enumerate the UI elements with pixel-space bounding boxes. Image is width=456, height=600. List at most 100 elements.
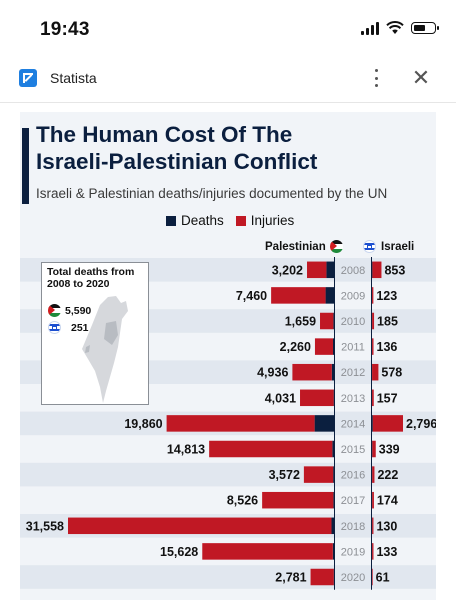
statista-logo-icon — [19, 69, 37, 87]
palestinian-injuries-bar — [209, 440, 333, 458]
palestinian-total-label: 4,031 — [265, 391, 296, 405]
palestinian-injuries-bar — [314, 338, 333, 355]
israeli-injuries-bar — [372, 568, 373, 586]
palestinian-total-label: 3,202 — [272, 263, 303, 277]
israeli-total-label: 185 — [377, 315, 398, 329]
year-label: 2011 — [341, 342, 365, 354]
infographic-subtitle: Israeli & Palestinian deaths/injuries do… — [36, 186, 388, 201]
palestinian-deaths-bar — [332, 440, 334, 458]
legend-deaths-label: Deaths — [181, 213, 224, 228]
israeli-injuries-bar — [372, 338, 374, 355]
israeli-injuries-bar — [372, 389, 374, 407]
year-label: 2010 — [341, 316, 365, 328]
palestinian-column-header: Palestinian — [265, 240, 343, 253]
total-deaths-inset: Total deaths from 2008 to 2020 5,590 251 — [41, 262, 149, 405]
year-label: 2013 — [341, 393, 365, 405]
palestinian-injuries-bar — [262, 491, 334, 509]
palestinian-injuries-bar — [303, 466, 334, 483]
palestinian-total-label: 8,526 — [227, 494, 258, 508]
palestinian-injuries-bar — [307, 261, 327, 279]
row-band — [20, 565, 436, 589]
israeli-total-label: 222 — [377, 468, 398, 482]
palestinian-total-label: 4,936 — [257, 366, 288, 380]
year-label: 2012 — [341, 367, 365, 379]
palestinian-deaths-bar — [331, 517, 334, 535]
israel-palestine-map-icon — [82, 296, 128, 403]
palestinian-header-label: Palestinian — [265, 240, 326, 253]
battery-icon — [411, 22, 439, 34]
palestinian-total-label: 19,860 — [124, 417, 162, 431]
israeli-total-label: 157 — [377, 391, 398, 405]
israeli-total-label: 130 — [376, 519, 397, 533]
palestinian-deaths-bar — [314, 415, 334, 432]
palestinian-deaths-bar — [331, 363, 334, 381]
palestinian-total-label: 3,572 — [269, 468, 300, 482]
more-options-button[interactable] — [366, 66, 386, 90]
inset-palestinian-value: 5,590 — [65, 304, 92, 317]
israeli-header-label: Israeli — [381, 240, 415, 253]
legend-injuries: Injuries — [235, 213, 295, 228]
israeli-total-label: 853 — [384, 263, 405, 277]
israeli-injuries-bar — [372, 415, 403, 432]
status-bar: 19:43 — [0, 0, 456, 56]
palestine-flag-icon — [329, 240, 343, 253]
palestinian-deaths-bar — [326, 261, 334, 279]
legend-injuries-label: Injuries — [250, 213, 295, 228]
legend-deaths: Deaths — [166, 213, 224, 228]
israeli-total-label: 174 — [377, 494, 398, 508]
chart-legend: Deaths Injuries — [166, 213, 306, 228]
palestinian-total-label: 2,260 — [280, 340, 311, 354]
palestinian-total-label: 14,813 — [167, 443, 205, 457]
palestinian-deaths-bar — [325, 287, 334, 304]
israeli-column-header: Israeli — [363, 240, 414, 253]
palestinian-injuries-bar — [310, 568, 334, 586]
wifi-icon — [386, 21, 404, 34]
legend-deaths-swatch — [166, 215, 176, 226]
israeli-total-label: 578 — [381, 366, 402, 380]
israeli-total-label: 136 — [377, 340, 398, 354]
year-label: 2020 — [341, 572, 365, 584]
close-button[interactable]: ✕ — [410, 67, 432, 89]
year-label: 2016 — [341, 470, 365, 482]
palestinian-total-label: 2,781 — [275, 571, 306, 585]
year-label: 2009 — [341, 290, 365, 302]
israeli-injuries-bar — [372, 466, 375, 483]
palestinian-deaths-bar — [333, 491, 334, 509]
palestinian-total-label: 31,558 — [26, 519, 64, 533]
title-accent-bar — [22, 128, 29, 204]
palestinian-injuries-bar — [202, 543, 333, 560]
close-icon: ✕ — [411, 65, 431, 90]
palestinian-deaths-bar — [333, 466, 334, 483]
israeli-injuries-bar — [372, 312, 375, 330]
israeli-injuries-bar — [372, 261, 382, 279]
year-label: 2014 — [341, 418, 365, 430]
year-label: 2015 — [341, 444, 365, 456]
year-label: 2017 — [341, 495, 365, 507]
israeli-injuries-bar — [372, 491, 374, 509]
israel-flag-icon — [363, 240, 376, 253]
year-label: 2018 — [341, 521, 365, 533]
cellular-signal-icon — [361, 21, 379, 35]
palestinian-deaths-bar — [332, 338, 334, 355]
palestinian-injuries-bar — [68, 517, 332, 535]
browser-header: Statista ✕ — [0, 56, 456, 103]
palestinian-deaths-bar — [332, 543, 334, 560]
year-label: 2008 — [341, 265, 365, 277]
palestinian-total-label: 15,628 — [160, 545, 198, 559]
israeli-total-label: 123 — [376, 289, 397, 303]
palestinian-injuries-bar — [166, 415, 315, 432]
israeli-total-label: 61 — [376, 571, 390, 585]
infographic-title: The Human Cost Of The Israeli-Palestinia… — [36, 122, 318, 174]
inset-palestinian-total: 5,590 — [48, 304, 91, 317]
palestinian-injuries-bar — [271, 287, 326, 304]
inset-israeli-value: 251 — [71, 321, 89, 334]
palestinian-deaths-bar — [333, 312, 334, 330]
israeli-injuries-bar — [372, 363, 379, 381]
israel-flag-icon — [48, 321, 61, 334]
battery-level — [414, 25, 426, 31]
israeli-total-label: 2,796 — [406, 417, 436, 431]
israeli-injuries-bar — [372, 287, 374, 304]
infographic-card: The Human Cost Of The Israeli-Palestinia… — [20, 112, 436, 600]
israeli-injuries-bar — [372, 440, 376, 458]
palestine-flag-icon — [48, 304, 61, 317]
